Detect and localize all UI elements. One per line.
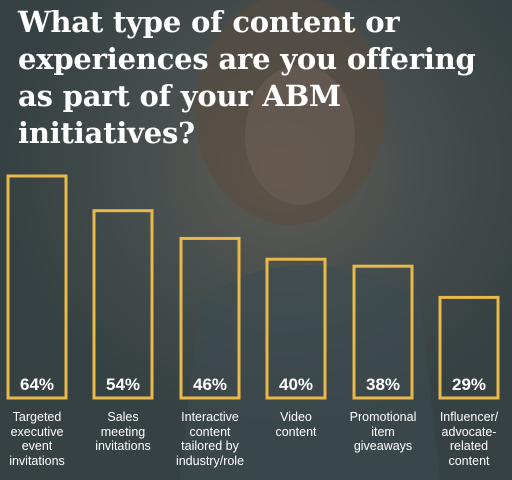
category-label-line: invitations (9, 453, 65, 468)
bar-value-label: 54% (106, 375, 140, 394)
bar-value-label: 46% (193, 375, 227, 394)
category-label-line: invitations (95, 439, 151, 453)
category-label-line: advocate- (441, 424, 497, 439)
category-label-line: Targeted (12, 410, 62, 424)
bar (438, 295, 500, 400)
bar-value-label: 64% (20, 375, 54, 394)
category-label: Sales meeting invitations (81, 410, 165, 454)
category-label-line: related (449, 439, 489, 453)
category-label-line: Interactive (181, 410, 239, 424)
category-label-line: Promotional (349, 410, 417, 424)
bar-value-label: 38% (366, 375, 400, 394)
bar (6, 174, 68, 400)
category-label-line: content (189, 424, 231, 439)
chart-title: What type of content or experiences are … (18, 5, 476, 150)
category-label-line: Sales (107, 410, 139, 424)
category-label-line: executive (10, 424, 64, 439)
category-label: Influencer/advocate-related content (427, 410, 511, 468)
category-label-line: giveaways (353, 439, 413, 453)
category-label-line: content (448, 453, 490, 468)
bar (352, 264, 414, 400)
bar (92, 209, 154, 400)
category-label-line: event (21, 439, 53, 453)
category-label: Interactive content tailored by industry/ro… (168, 410, 252, 468)
bar-value-label: 29% (452, 375, 486, 394)
category-label-line: tailored by (181, 439, 239, 453)
bar-value-label: 40% (279, 375, 313, 394)
bar (179, 236, 241, 400)
category-label: Promotional item giveaways (341, 410, 425, 454)
category-label: Targeted executive event invitations (0, 410, 79, 468)
category-label: Video content (254, 410, 338, 439)
category-label-line: item (371, 424, 395, 439)
category-label-line: meeting (100, 424, 146, 439)
category-label-line: content (275, 424, 317, 439)
category-label-line: Video (280, 410, 312, 424)
category-label-line: industry/role (175, 453, 245, 468)
bar (265, 257, 327, 400)
category-label-line: Influencer/ (439, 410, 499, 424)
